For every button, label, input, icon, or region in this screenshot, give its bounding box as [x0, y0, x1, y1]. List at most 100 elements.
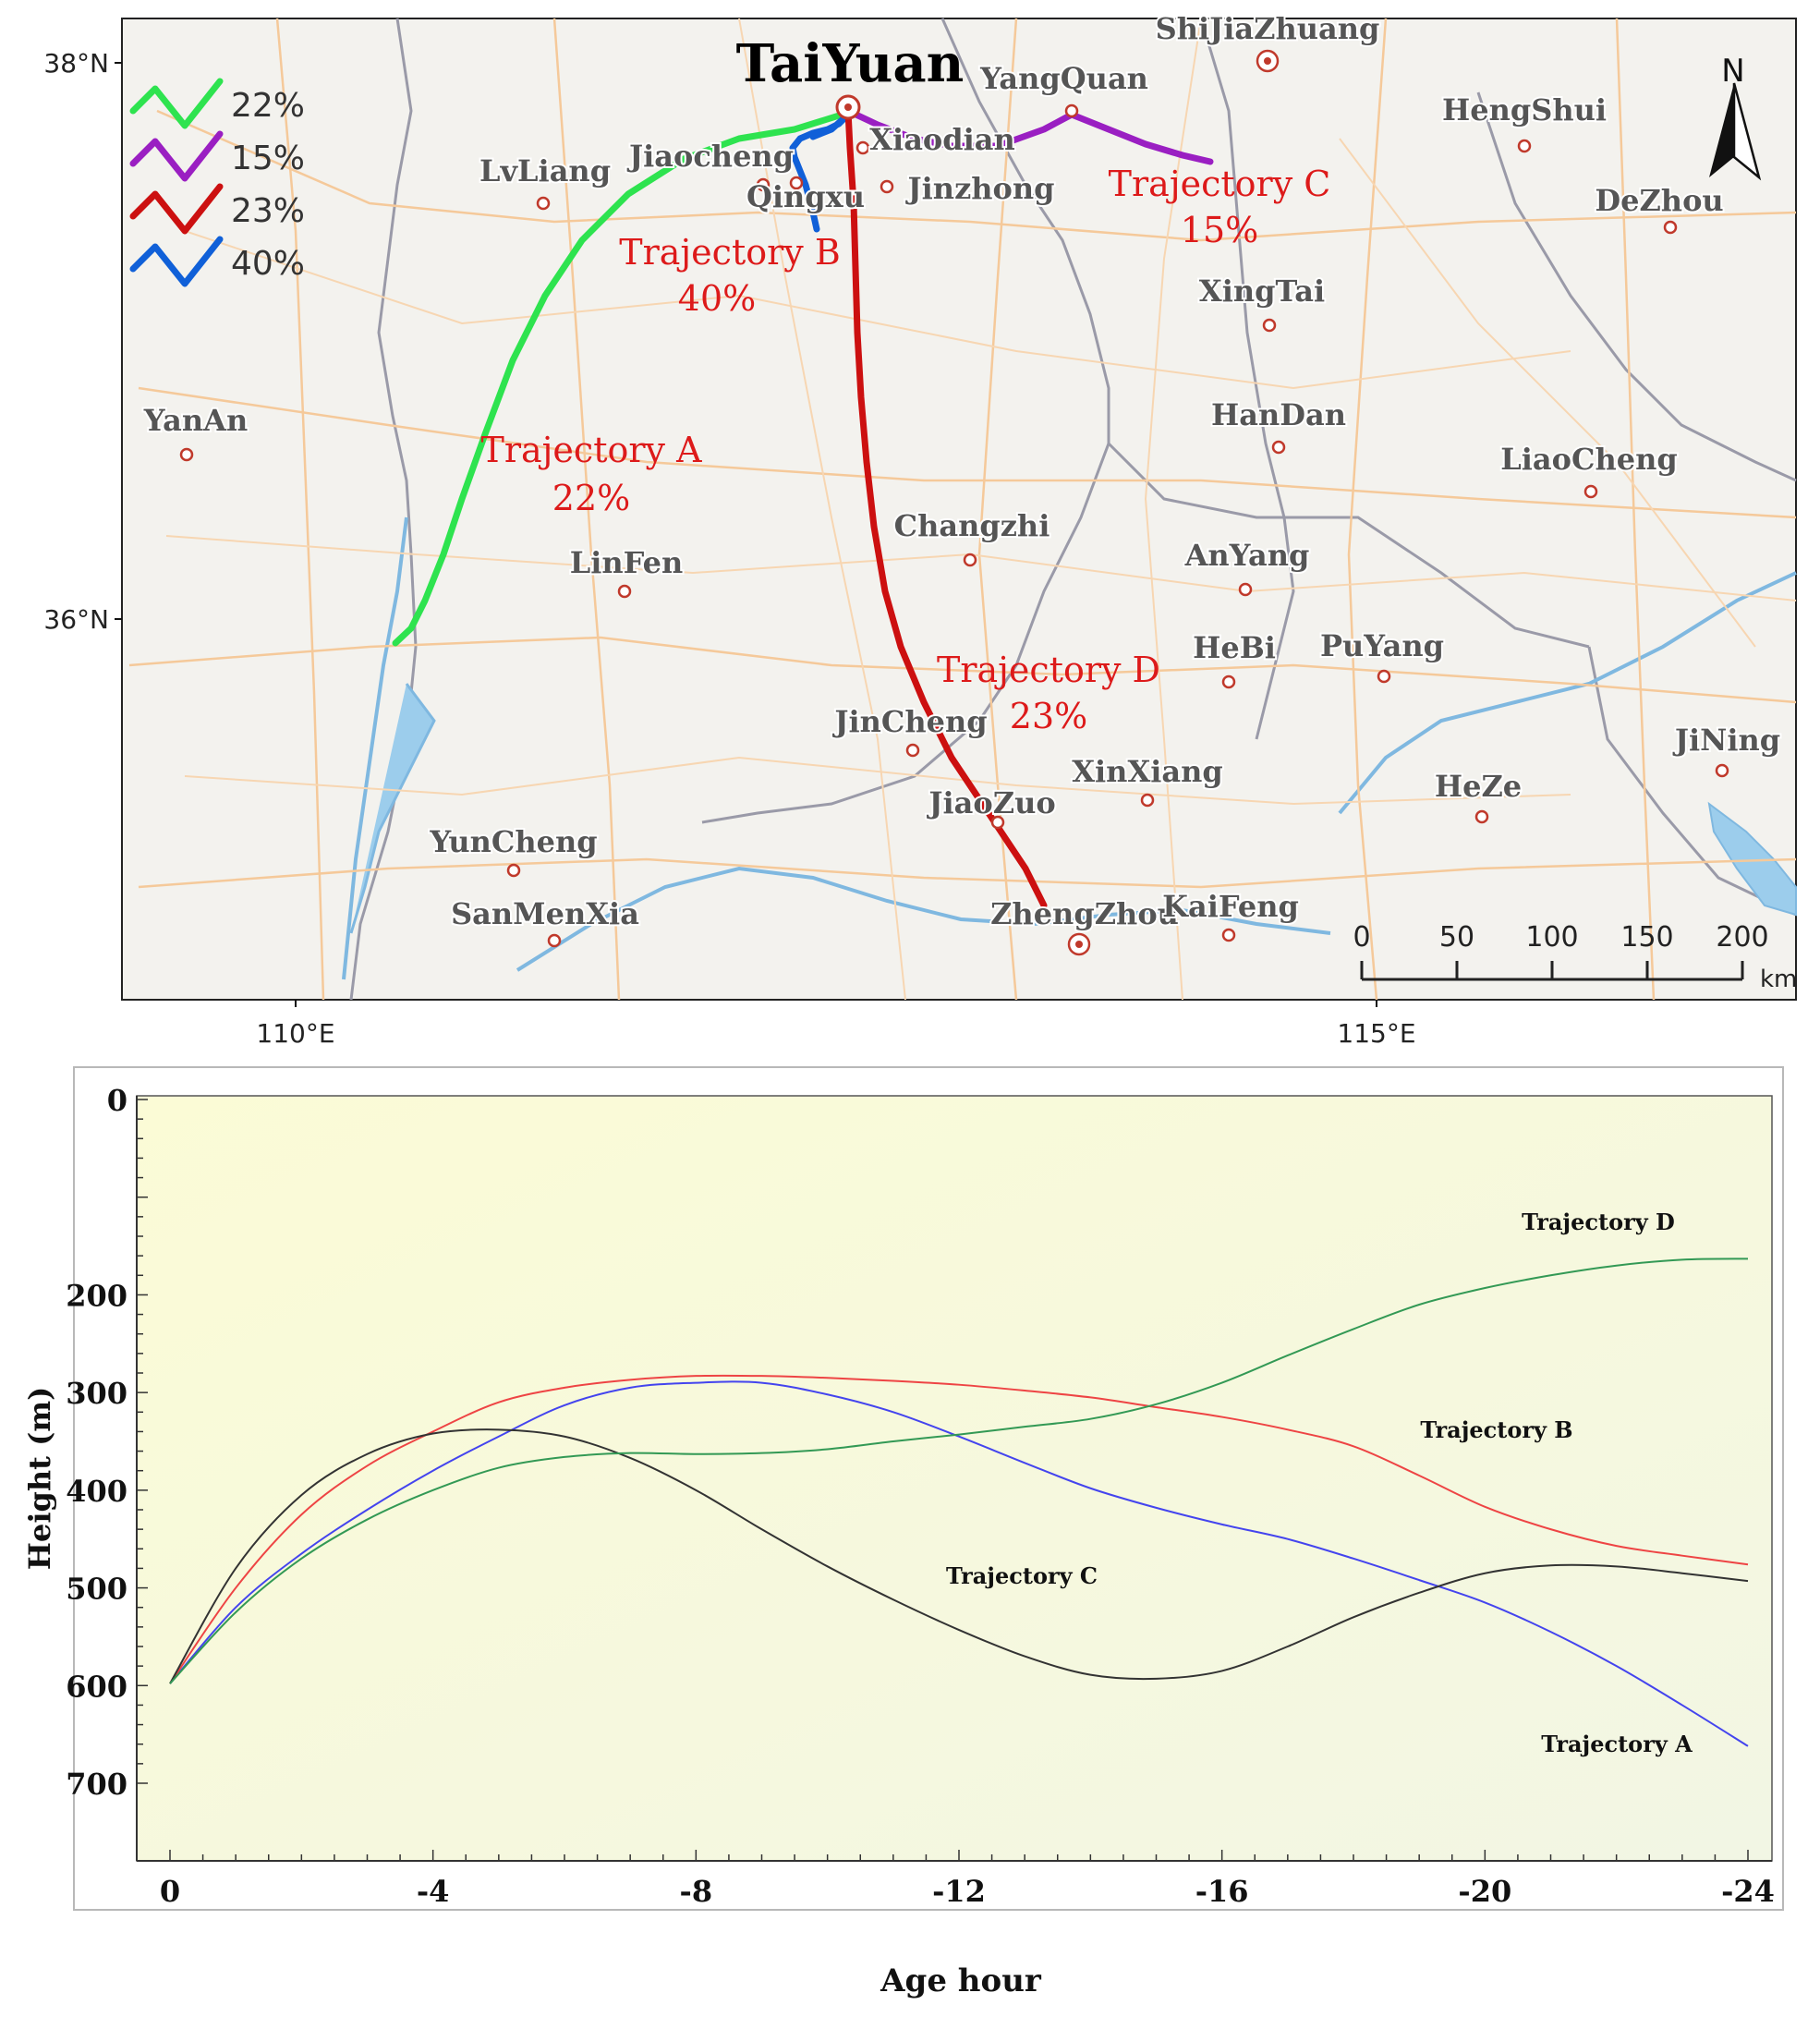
legend-label: 22%	[231, 87, 305, 125]
city-label: KaiFeng	[1162, 889, 1299, 924]
city-shijiazhuang: ShiJiaZhuang	[1154, 9, 1381, 73]
city-linfen: LinFen	[568, 543, 685, 599]
city-marker-icon	[1238, 582, 1253, 597]
city-xiaodian: Xiaodian	[855, 120, 1017, 159]
x-tick-label: -12	[932, 1874, 986, 1909]
x-axis-label: Age hour	[880, 1962, 1042, 1999]
annotation-trajectory-b: Trajectory B	[1420, 1416, 1572, 1443]
y-tick-label: 500	[66, 1572, 127, 1607]
city-label: HengShui	[1442, 92, 1607, 128]
city-marker-icon	[1715, 763, 1729, 778]
city-xingtai: XingTai	[1197, 272, 1327, 333]
city-marker-icon	[756, 177, 770, 192]
city-jining: JiNing	[1670, 721, 1782, 778]
trajectory-d-percent: 23%	[1010, 696, 1087, 736]
trajectory-c-path	[844, 107, 1214, 165]
city-qingxu: Qingxu	[745, 176, 867, 216]
y-tick-label: 300	[66, 1376, 127, 1411]
city-label: Changzhi	[894, 508, 1050, 543]
city-marker-dot	[1264, 57, 1271, 65]
city-label: PuYang	[1320, 628, 1444, 663]
city-label: Jinzhong	[905, 171, 1055, 206]
city-label: YanAn	[143, 403, 248, 438]
city-taiyuan: TaiYuan	[736, 33, 965, 120]
city-liaocheng: LiaoCheng	[1498, 440, 1680, 499]
legend-item-15: 15%	[129, 130, 305, 182]
scale-bar-tick-label: 0	[1353, 921, 1370, 954]
city-hebi: HeBi	[1191, 628, 1278, 689]
city-label: LinFen	[570, 545, 684, 580]
y-tick-label: 0	[107, 1083, 127, 1118]
longitude-label-lon-110: 110°E	[256, 1018, 334, 1044]
x-tick-label: 0	[160, 1874, 180, 1909]
city-marker-icon	[880, 179, 894, 194]
legend-swatch-icon	[129, 130, 224, 182]
annotation-trajectory-c: Trajectory C	[946, 1562, 1098, 1589]
legend-item-23: 23%	[129, 183, 305, 235]
city-label: LiaoCheng	[1500, 442, 1677, 477]
scale-bar-tick-label: 200	[1716, 921, 1768, 954]
city-label: JiaoZuo	[926, 785, 1055, 820]
legend-label: 40%	[231, 245, 305, 283]
city-yangquan: YangQuan	[977, 59, 1150, 118]
map-canvas: Trajectory A 22% Trajectory B 40% Trajectory…	[43, 9, 1797, 1049]
city-label: HeZe	[1435, 769, 1522, 804]
city-label: YunCheng	[429, 824, 597, 859]
height-chart: 0 200 300 400 500 600 700 0 -4 -8 -12 -16 -20 -24 Tra…	[0, 1044, 1820, 2013]
y-tick-label: 200	[66, 1278, 127, 1313]
city-marker-icon	[1262, 318, 1277, 333]
city-label: HeBi	[1193, 630, 1276, 665]
north-arrow-icon: N	[1709, 53, 1762, 181]
city-label: JinCheng	[831, 704, 987, 739]
city-marker-icon	[1474, 809, 1489, 824]
city-jiaocheng: Jiaocheng	[625, 137, 795, 192]
city-yanan: YanAn	[141, 401, 249, 462]
height-chart-svg: 0 200 300 400 500 600 700 0 -4 -8 -12 -16 -20 -24 Tra…	[22, 1066, 1784, 1999]
city-kaifeng: KaiFeng	[1160, 887, 1301, 942]
city-jiaozuo: JiaoZuo	[924, 784, 1058, 830]
city-label: YangQuan	[979, 61, 1148, 96]
city-dezhou: DeZhou	[1593, 181, 1726, 235]
city-marker-icon	[1271, 440, 1286, 455]
city-marker-icon	[617, 584, 632, 599]
city-marker-icon	[1221, 674, 1236, 689]
city-jinzhong: Jinzhong	[880, 169, 1056, 208]
city-marker-icon	[536, 196, 551, 211]
city-marker-icon	[1663, 220, 1678, 235]
trajectory-c-percent: 15%	[1181, 210, 1258, 250]
annotation-trajectory-a: Trajectory A	[1541, 1731, 1693, 1757]
city-marker-icon	[855, 140, 870, 155]
x-tick-label: -8	[680, 1874, 713, 1909]
city-puyang: PuYang	[1318, 626, 1446, 684]
annotation-trajectory-d: Trajectory D	[1522, 1209, 1675, 1235]
city-label: XingTai	[1199, 273, 1325, 309]
city-marker-icon	[963, 553, 977, 567]
city-hengshui: HengShui	[1440, 91, 1608, 153]
x-tick-label: -24	[1721, 1874, 1775, 1909]
city-marker-dot	[1075, 941, 1083, 948]
longitude-label-lon-115: 115°E	[1337, 1018, 1415, 1044]
trajectory-a-path	[392, 109, 852, 647]
plot-area	[136, 1095, 1773, 1862]
legend-swatch-icon	[129, 78, 224, 129]
city-marker-dot	[844, 103, 852, 111]
scale-bar-tick-label: 150	[1620, 921, 1673, 954]
basemap	[128, 18, 1797, 1001]
legend-item-22: 22%	[129, 78, 305, 129]
city-label: XinXiang	[1072, 754, 1223, 789]
legend-swatch-icon	[129, 236, 224, 287]
trajectory-map: Trajectory A 22% Trajectory B 40% Trajectory…	[43, 9, 1797, 1049]
city-marker-icon	[1583, 484, 1598, 499]
city-label: Jiaocheng	[626, 139, 794, 174]
trajectory-b-percent: 40%	[678, 278, 756, 319]
x-tick-label: -4	[417, 1874, 450, 1909]
legend-label: 15%	[231, 140, 305, 177]
legend-swatch-icon	[129, 183, 224, 235]
city-label: AnYang	[1184, 538, 1310, 573]
title-city-label: TaiYuan	[736, 33, 965, 94]
city-jincheng: JinCheng	[830, 702, 989, 758]
city-marker-icon	[1517, 139, 1532, 153]
x-tick-label: -20	[1458, 1874, 1511, 1909]
map-frame	[121, 18, 1797, 1001]
city-marker-icon	[506, 863, 521, 878]
